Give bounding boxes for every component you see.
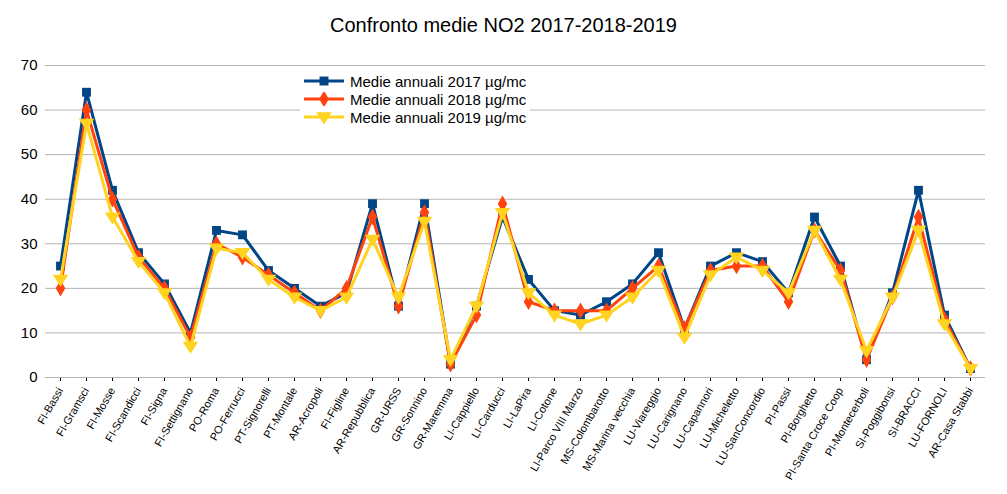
svg-text:LI-Parco VIII Marzo: LI-Parco VIII Marzo: [527, 385, 586, 474]
svg-text:LU-Carignano: LU-Carignano: [644, 385, 690, 451]
html-text:Medie annuali 2019 µg/mc: Medie annuali 2019 µg/mc: [350, 108, 527, 126]
svg-text:FI-Mosse: FI-Mosse: [84, 385, 118, 431]
svg-text:MS-Colombarotto: MS-Colombarotto: [557, 385, 612, 466]
svg-text:PI-Santa Croce Coop: PI-Santa Croce Coop: [782, 385, 846, 482]
svg-text:MS-Marina vecchia: MS-Marina vecchia: [579, 385, 638, 473]
svg-text:SI-Poggibonsi: SI-Poggibonsi: [853, 385, 898, 450]
svg-text:FI-Scandicci: FI-Scandicci: [103, 385, 144, 443]
svg-text:LI-Cotone: LI-Cotone: [524, 385, 560, 434]
svg-text:20: 20: [21, 279, 38, 296]
svg-text:30: 30: [21, 235, 38, 252]
html-text:Medie annuali 2017 µg/mc: Medie annuali 2017 µg/mc: [350, 72, 527, 90]
svg-text:50: 50: [21, 145, 38, 162]
svg-text:LU-Viareggio: LU-Viareggio: [620, 385, 664, 447]
svg-text:FI-Bassi: FI-Bassi: [34, 385, 66, 427]
svg-text:FI-Settignano: FI-Settignano: [152, 385, 195, 448]
svg-text:FI-Signa: FI-Signa: [138, 385, 170, 428]
svg-text:PO-Roma: PO-Roma: [186, 385, 222, 434]
svg-text:GR-Maremma: GR-Maremma: [410, 384, 456, 451]
svg-text:AR-Repubblica: AR-Repubblica: [330, 384, 378, 455]
svg-text:LI-LaPira: LI-LaPira: [500, 385, 534, 430]
svg-text:AR-Casa Stabbi: AR-Casa Stabbi: [925, 385, 975, 459]
svg-text:LU-SanConcordio: LU-SanConcordio: [713, 385, 767, 467]
svg-text:FI-Figline: FI-Figline: [318, 385, 352, 431]
svg-text:SI-BRACCI: SI-BRACCI: [885, 385, 924, 440]
html-text:Confronto medie NO2 2017-2018-: Confronto medie NO2 2017-2018-2019: [330, 14, 677, 36]
svg-text:PI-Borghetto: PI-Borghetto: [778, 385, 820, 445]
svg-text:PI-Montecerboli: PI-Montecerboli: [822, 385, 872, 458]
svg-text:LI-Cappiello: LI-Cappiello: [441, 385, 482, 443]
svg-text:GR-Sonnino: GR-Sonnino: [388, 385, 430, 444]
svg-text:LI-Carducci: LI-Carducci: [469, 385, 508, 440]
svg-text:LU-Capannori: LU-Capannori: [670, 385, 716, 451]
html-text:Medie annuali 2018 µg/mc: Medie annuali 2018 µg/mc: [350, 90, 527, 108]
svg-text:PT-Signorelli: PT-Signorelli: [231, 385, 274, 446]
svg-text:LU-Micheletto: LU-Micheletto: [697, 385, 742, 450]
svg-text:40: 40: [21, 190, 38, 207]
svg-text:0: 0: [29, 368, 37, 385]
svg-text:60: 60: [21, 101, 38, 118]
svg-text:GR-URSS: GR-URSS: [367, 385, 404, 436]
svg-text:FI-Gramsci: FI-Gramsci: [54, 385, 92, 438]
svg-text:10: 10: [21, 324, 38, 341]
svg-text:LU-FORNOLI: LU-FORNOLI: [905, 385, 950, 449]
svg-text:PT-Montale: PT-Montale: [260, 385, 300, 440]
svg-text:AR-Acropoli: AR-Acropoli: [286, 385, 326, 442]
svg-text:PI-Passi: PI-Passi: [762, 385, 794, 427]
svg-text:70: 70: [21, 56, 38, 73]
svg-text:PO-Ferrucci: PO-Ferrucci: [207, 385, 248, 443]
